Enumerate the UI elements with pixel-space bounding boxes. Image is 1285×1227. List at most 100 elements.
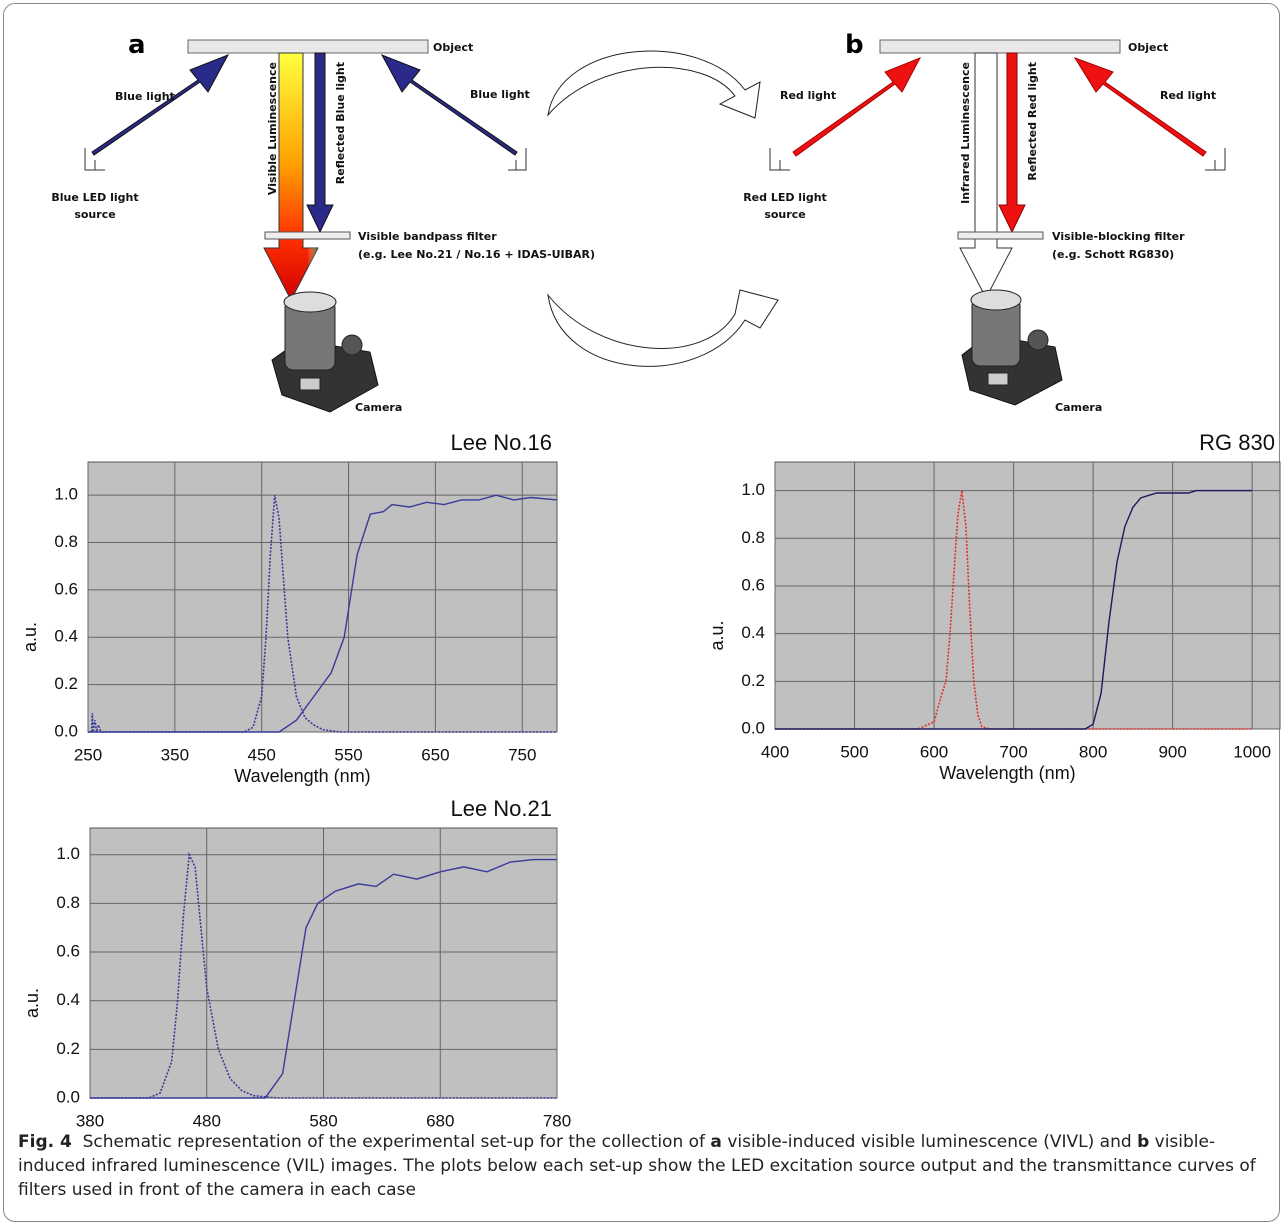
chart-title: Lee No.21 — [450, 796, 552, 821]
luminescence-label: Infrared Luminescence — [959, 62, 972, 204]
filter-label: Visible bandpass filter — [358, 230, 497, 243]
x-tick-label: 480 — [193, 1111, 221, 1130]
setup-a: a Object Blue light Blue light Blue LED … — [51, 30, 595, 414]
y-tick-label: 0.0 — [54, 721, 78, 740]
blue-arrow — [380, 54, 518, 156]
y-tick-label: 1.0 — [54, 485, 78, 504]
red-arrow — [1073, 57, 1207, 157]
y-tick-label: 0.2 — [54, 674, 78, 693]
swap-arrow — [547, 50, 761, 119]
x-tick-label: 780 — [543, 1111, 571, 1130]
x-tick-label: 500 — [840, 742, 868, 761]
light-label: Red light — [780, 89, 836, 102]
y-tick-label: 0.2 — [741, 671, 765, 690]
y-tick-label: 0.6 — [54, 579, 78, 598]
plot-area — [87, 461, 558, 733]
y-tick-label: 1.0 — [741, 480, 765, 499]
y-tick-label: 1.0 — [56, 844, 80, 863]
x-tick-label: 1000 — [1233, 742, 1271, 761]
y-tick-label: 0.4 — [54, 627, 78, 646]
caption-label: Fig. 4 — [18, 1132, 72, 1152]
led-source — [1205, 148, 1226, 171]
caption-text: Schematic representation of the experime… — [82, 1132, 706, 1152]
source-label: Blue LED light — [51, 191, 138, 204]
series-line — [90, 858, 557, 1099]
object-bar — [879, 39, 1121, 54]
caption-text: visible-induced infrared luminescence (V… — [18, 1132, 1256, 1200]
x-tick-label: 800 — [1079, 742, 1107, 761]
x-tick-label: 400 — [761, 742, 789, 761]
plot-area — [774, 461, 1281, 730]
x-axis-label: Wavelength (nm) — [234, 766, 370, 786]
filter-label: (e.g. Lee No.21 / No.16 + IDAS-UIBAR) — [358, 248, 595, 261]
luminescence-arrow-tint — [264, 53, 318, 300]
red-arrow — [792, 57, 922, 157]
x-tick-label: 700 — [999, 742, 1027, 761]
x-tick-label: 380 — [76, 1111, 104, 1130]
series-line — [775, 490, 1253, 730]
x-tick-label: 450 — [248, 745, 276, 764]
filter — [264, 231, 351, 240]
led-source — [769, 148, 790, 171]
led-source — [508, 148, 527, 171]
y-tick-label: 0.8 — [741, 528, 765, 547]
camera-label: Camera — [1055, 401, 1102, 414]
y-tick-label: 0.4 — [741, 623, 765, 642]
x-tick-label: 350 — [161, 745, 189, 764]
y-tick-label: 0.0 — [741, 718, 765, 737]
series-line — [88, 495, 557, 733]
setup-b: b Object Red light Red light Red LED lig… — [743, 30, 1226, 414]
x-tick-label: 680 — [426, 1111, 454, 1130]
panel-label: b — [845, 30, 864, 60]
chart-title: RG 830 — [1199, 430, 1275, 455]
object-bar — [187, 39, 429, 54]
object-label: Object — [433, 41, 473, 54]
object-label: Object — [1128, 41, 1168, 54]
x-tick-label: 900 — [1158, 742, 1186, 761]
light-label: Blue light — [470, 88, 530, 101]
source-label: source — [74, 208, 115, 221]
x-tick-label: 650 — [421, 745, 449, 764]
caption-ref: a — [710, 1132, 722, 1152]
camera-label: Camera — [355, 401, 402, 414]
x-tick-label: 250 — [74, 745, 102, 764]
caption-text: visible-induced visible luminescence (VI… — [727, 1132, 1132, 1152]
y-tick-label: 0.8 — [54, 532, 78, 551]
caption: Fig. 4 Schematic representation of the e… — [18, 1130, 1268, 1202]
y-tick-label: 0.4 — [56, 990, 80, 1009]
y-tick-label: 0.8 — [56, 893, 80, 912]
source-label: source — [764, 208, 805, 221]
y-tick-label: 0.6 — [56, 942, 80, 961]
x-tick-label: 580 — [309, 1111, 337, 1130]
panel-label: a — [128, 30, 146, 60]
camera — [271, 291, 379, 413]
chart-title: Lee No.16 — [450, 430, 552, 455]
luminescence-arrow — [959, 52, 1013, 300]
reflected-arrow — [306, 52, 334, 234]
filter-label: (e.g. Schott RG830) — [1052, 248, 1174, 261]
series-line — [90, 851, 557, 1099]
swap-arrow — [547, 289, 779, 367]
x-axis-label: Wavelength (nm) — [939, 763, 1075, 783]
reflected-arrow — [998, 52, 1026, 234]
luminescence-label: Visible Luminescence — [266, 62, 279, 195]
caption-ref: b — [1137, 1132, 1150, 1152]
y-axis-label: a.u. — [20, 622, 40, 652]
light-label: Red light — [1160, 89, 1216, 102]
y-axis-label: a.u. — [707, 620, 727, 650]
x-tick-label: 750 — [508, 745, 536, 764]
blue-arrow — [91, 54, 230, 156]
y-tick-label: 0.2 — [56, 1039, 80, 1058]
source-label: Red LED light — [743, 191, 827, 204]
figure: a Object Blue light Blue light Blue LED … — [20, 30, 1281, 1130]
x-tick-label: 600 — [920, 742, 948, 761]
series-line — [775, 489, 1253, 730]
led-source — [84, 148, 105, 171]
series-line — [88, 494, 558, 733]
filter-label: Visible-blocking filter — [1052, 230, 1185, 243]
y-axis-label: a.u. — [22, 988, 42, 1018]
camera — [961, 289, 1063, 406]
reflected-label: Reflected Blue light — [334, 62, 347, 184]
y-tick-label: 0.0 — [56, 1087, 80, 1106]
